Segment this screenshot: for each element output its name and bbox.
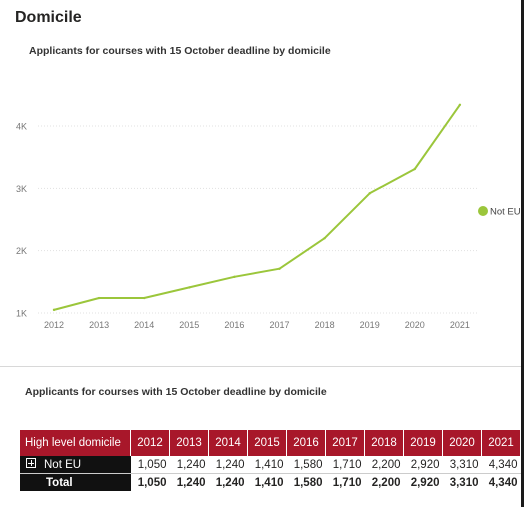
x-tick-label: 2017 bbox=[269, 320, 289, 330]
table-cell: 1,240 bbox=[208, 456, 248, 474]
data-point[interactable] bbox=[413, 167, 416, 171]
total-cell: 1,240 bbox=[169, 473, 209, 491]
y-tick-label: 2K bbox=[16, 246, 27, 256]
column-header-domicile[interactable]: High level domicile bbox=[20, 430, 131, 456]
total-cell: 2,920 bbox=[403, 473, 443, 491]
data-point[interactable] bbox=[368, 192, 371, 195]
table-cell: 2,920 bbox=[403, 456, 443, 474]
y-axis-ticks: 1K 2K 3K 4K bbox=[16, 122, 27, 319]
column-header-year[interactable]: 2019 bbox=[403, 430, 443, 456]
column-header-year[interactable]: 2020 bbox=[442, 430, 482, 456]
table-title: Applicants for courses with 15 October d… bbox=[25, 386, 327, 398]
total-cell: 2,200 bbox=[364, 473, 404, 491]
legend-label[interactable]: Not EU bbox=[490, 207, 521, 218]
table-cell: 1,580 bbox=[286, 456, 326, 474]
x-tick-label: 2021 bbox=[450, 320, 470, 330]
row-label: Not EU bbox=[44, 458, 82, 471]
section-divider bbox=[0, 366, 521, 367]
chart-gridlines bbox=[38, 125, 478, 314]
x-tick-label: 2020 bbox=[405, 320, 425, 330]
x-tick-label: 2014 bbox=[134, 320, 154, 330]
table-row: Not EU 1,050 1,240 1,240 1,410 1,580 1,710 2,2… bbox=[20, 456, 521, 474]
legend-marker[interactable] bbox=[478, 206, 488, 216]
data-point[interactable] bbox=[458, 103, 462, 107]
data-point[interactable] bbox=[52, 308, 56, 312]
page-title: Domicile bbox=[15, 9, 82, 26]
x-tick-label: 2016 bbox=[224, 320, 244, 330]
total-label: Total bbox=[46, 476, 73, 489]
y-tick-label: 3K bbox=[16, 184, 27, 194]
table-cell: 4,340 bbox=[481, 456, 521, 474]
x-tick-label: 2012 bbox=[44, 320, 64, 330]
expand-plus-icon[interactable] bbox=[26, 458, 36, 469]
y-tick-label: 1K bbox=[16, 309, 27, 319]
table-cell: 1,240 bbox=[169, 456, 209, 474]
total-label-cell: Total bbox=[20, 473, 131, 491]
total-cell: 4,340 bbox=[481, 473, 521, 491]
column-header-year[interactable]: 2021 bbox=[481, 430, 521, 456]
series-line-not-eu[interactable] bbox=[53, 104, 461, 311]
column-header-year[interactable]: 2012 bbox=[130, 430, 170, 456]
column-header-year[interactable]: 2013 bbox=[169, 430, 209, 456]
data-table-container: High level domicile 2012 2013 2014 2015 2016… bbox=[20, 430, 521, 491]
data-point[interactable] bbox=[188, 286, 191, 289]
total-cell: 1,710 bbox=[325, 473, 365, 491]
total-cell: 1,240 bbox=[208, 473, 248, 491]
data-table: High level domicile 2012 2013 2014 2015 2016… bbox=[20, 430, 521, 491]
chart-legend[interactable]: Not EU bbox=[478, 206, 521, 218]
x-tick-label: 2019 bbox=[360, 320, 380, 330]
data-point[interactable] bbox=[233, 275, 236, 279]
x-tick-label: 2015 bbox=[179, 320, 199, 330]
data-point[interactable] bbox=[97, 296, 101, 300]
data-point[interactable] bbox=[143, 296, 146, 300]
table-cell: 1,410 bbox=[247, 456, 287, 474]
data-point[interactable] bbox=[323, 237, 326, 240]
data-point[interactable] bbox=[278, 267, 281, 270]
table-cell: 2,200 bbox=[364, 456, 404, 474]
x-tick-label: 2018 bbox=[315, 320, 335, 330]
window-edge bbox=[521, 0, 524, 507]
chart-series bbox=[52, 103, 462, 312]
column-header-year[interactable]: 2018 bbox=[364, 430, 404, 456]
column-header-year[interactable]: 2014 bbox=[208, 430, 248, 456]
column-header-year[interactable]: 2015 bbox=[247, 430, 287, 456]
total-cell: 1,050 bbox=[130, 473, 170, 491]
row-label-cell[interactable]: Not EU bbox=[20, 456, 131, 474]
total-cell: 1,410 bbox=[247, 473, 287, 491]
total-cell: 3,310 bbox=[442, 473, 482, 491]
chart-title: Applicants for courses with 15 October d… bbox=[29, 45, 331, 57]
x-axis-ticks: 2012 2013 2014 2015 2016 2017 2018 2019 2020 2021 bbox=[44, 320, 470, 330]
table-cell: 1,050 bbox=[130, 456, 170, 474]
table-header-row: High level domicile 2012 2013 2014 2015 2016… bbox=[20, 430, 521, 456]
total-cell: 1,580 bbox=[286, 473, 326, 491]
table-cell: 3,310 bbox=[442, 456, 482, 474]
table-cell: 1,710 bbox=[325, 456, 365, 474]
column-header-year[interactable]: 2017 bbox=[325, 430, 365, 456]
column-header-year[interactable]: 2016 bbox=[286, 430, 326, 456]
x-tick-label: 2013 bbox=[89, 320, 109, 330]
table-total-row: Total 1,050 1,240 1,240 1,410 1,580 1,710 2,20… bbox=[20, 473, 521, 491]
y-tick-label: 4K bbox=[16, 122, 27, 132]
